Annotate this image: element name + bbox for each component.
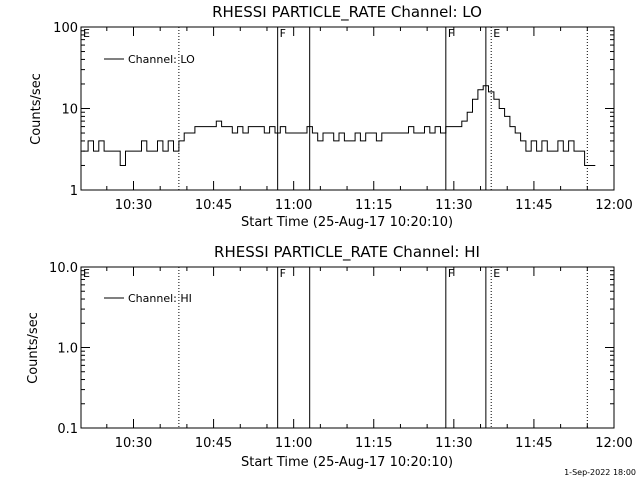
x-tick-label: 11:45	[515, 198, 552, 213]
event-marker-label: E	[493, 27, 500, 40]
y-tick-label: 10	[61, 103, 78, 118]
event-marker-label: F	[448, 27, 454, 40]
x-tick-label: 12:00	[595, 198, 632, 213]
plot-frame	[80, 266, 615, 429]
x-axis-label: Start Time (25-Aug-17 10:20:10)	[241, 455, 453, 470]
legend-label-hi: Channel: HI	[128, 292, 192, 305]
x-tick-label: 11:30	[435, 198, 472, 213]
event-marker-label: F	[280, 267, 286, 280]
event-marker-label: F	[280, 27, 286, 40]
y-tick-label: 1	[70, 184, 78, 199]
y-axis-label: Counts/sec	[26, 312, 41, 384]
x-tick-label: 10:45	[195, 436, 232, 451]
chart-title: RHESSI PARTICLE_RATE Channel: LO	[212, 3, 482, 22]
x-tick-label: 10:45	[195, 198, 232, 213]
x-axis-label: Start Time (25-Aug-17 10:20:10)	[241, 215, 453, 230]
event-marker-label: E	[83, 27, 90, 40]
panel-hi: RHESSI PARTICLE_RATE Channel: HI Counts/…	[26, 243, 633, 470]
chart-title: RHESSI PARTICLE_RATE Channel: HI	[214, 243, 480, 262]
x-tick-label: 11:15	[355, 198, 392, 213]
event-marker-label: E	[493, 267, 500, 280]
legend: Channel: LO	[104, 53, 195, 66]
x-tick-label: 11:15	[355, 436, 392, 451]
y-axis-label: Counts/sec	[29, 73, 44, 145]
y-tick-label: 10.0	[49, 261, 78, 276]
event-marker-label: F	[448, 267, 454, 280]
x-tick-label: 11:45	[515, 436, 552, 451]
y-tick-label: 100	[53, 21, 78, 36]
x-tick-label: 11:00	[275, 198, 312, 213]
x-tick-label: 10:30	[115, 436, 152, 451]
legend: Channel: HI	[104, 292, 192, 305]
legend-label-lo: Channel: LO	[128, 53, 195, 66]
x-tick-label: 11:00	[275, 436, 312, 451]
event-marker-label: E	[83, 267, 90, 280]
series-line-channel-lo	[82, 85, 596, 166]
x-tick-label: 12:00	[595, 436, 632, 451]
footer-timestamp: 1-Sep-2022 18:00	[564, 468, 636, 477]
plot-frame	[80, 26, 615, 191]
panel-lo: RHESSI PARTICLE_RATE Channel: LO Counts/…	[29, 3, 633, 230]
y-tick-label: 0.1	[57, 422, 78, 437]
x-tick-label: 11:30	[435, 436, 472, 451]
y-tick-label: 1.0	[57, 342, 78, 357]
x-tick-label: 10:30	[115, 198, 152, 213]
